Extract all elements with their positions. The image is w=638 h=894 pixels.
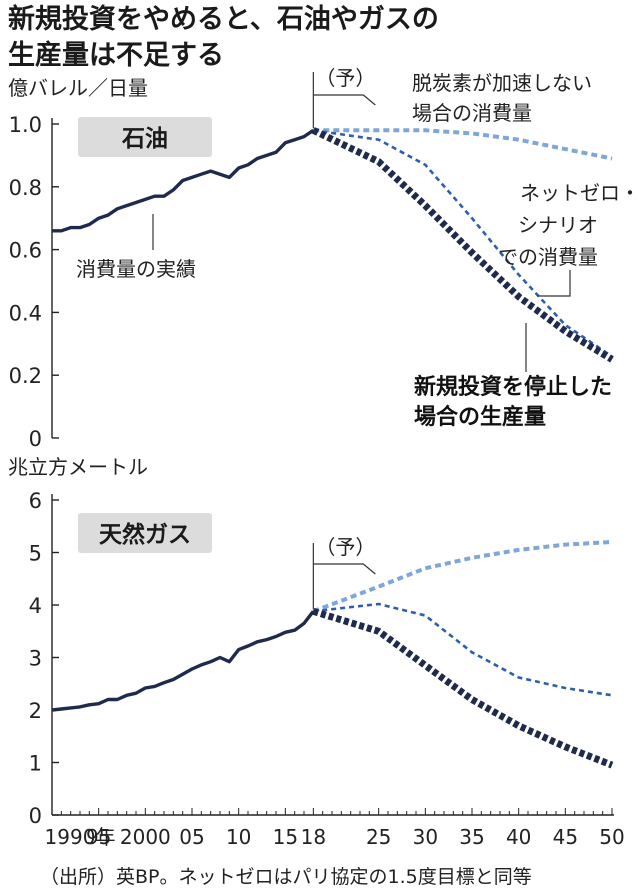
panel-label-badge [78,513,212,553]
forecast-label: （予） [315,535,375,559]
annotation-accelerate: 場合の消費量 [412,101,532,125]
y-tick-label: 2 [29,699,42,723]
annotation-netzero: での消費量 [498,245,598,269]
x-tick-label: 95 [86,825,111,849]
annotation-actual: 消費量の実績 [76,257,196,281]
forecast-label: （予） [315,66,375,90]
y-tick-label: 0.2 [9,364,42,388]
chart-title: 新規投資をやめると、石油やガスの 生産量は不足する [8,2,608,74]
panel-label: 天然ガス [99,521,191,548]
annotation-production: 場合の生産量 [414,404,546,430]
unit-label: 億バレル／日量 [8,76,148,100]
x-tick-label: 45 [553,825,578,849]
y-tick-label: 5 [29,542,42,566]
series-line-netzero [313,129,613,358]
panel-1: 兆立方メートル 0 1 2 3 4 5 6 天然ガス （予） [8,455,614,828]
y-tick-label: 3 [29,647,42,671]
x-tick-label: 10 [226,825,251,849]
x-tick-label: 50 [599,825,624,849]
panel-label: 石油 [121,126,168,152]
annotation-production: 新規投資を停止した [414,374,612,400]
x-tick-label: 30 [413,825,438,849]
title-line-1: 新規投資をやめると、石油やガスの [8,4,439,35]
series-line-actual [51,610,315,712]
forecast-leader [313,94,376,106]
x-tick-label: 2000 [120,825,171,849]
panel-label-badge [78,117,212,157]
x-tick-label: 25 [366,825,391,849]
y-tick-label: 4 [29,594,42,618]
title-line-2: 生産量は不足する [8,40,224,71]
series-line-accelerate [312,540,613,614]
series-line-production [312,607,614,769]
y-tick-label: 0 [29,427,42,451]
y-tick-label: 6 [29,489,42,513]
annotation-leader [537,270,571,297]
panel-0: 億バレル／日量 0 0.2 0.4 0.6 0.8 1.0 石油 （予） 消費量の実績 脱炭素が加速… [8,66,638,451]
y-tick-label: 0.8 [9,176,42,200]
y-tick-label: 0 [29,804,42,828]
unit-label: 兆立方メートル [8,455,148,479]
series-line-netzero [313,602,613,697]
annotation-netzero: ネットゼロ・ [520,181,638,205]
series-line-accelerate [313,128,613,161]
annotation-netzero: シナリオ [518,213,598,237]
x-tick-label: 1990年 [45,825,116,849]
series-line-actual [52,128,315,233]
forecast-leader [313,563,376,575]
x-tick-label: 18 [301,825,326,849]
x-tick-label: 05 [179,825,204,849]
source-note: （出所）英BP。ネットゼロはパリ協定の1.5度目標と同等 [40,866,532,888]
annotation-accelerate: 脱炭素が加速しない [412,71,592,95]
y-tick-label: 0.6 [9,239,42,263]
x-tick-label: 35 [459,825,484,849]
x-tick-label: 40 [506,825,531,849]
series-line-production [311,127,614,363]
x-tick-label: 15 [273,825,298,849]
y-tick-label: 1 [29,752,42,776]
y-tick-label: 1.0 [9,113,42,137]
y-tick-label: 0.4 [9,301,42,325]
